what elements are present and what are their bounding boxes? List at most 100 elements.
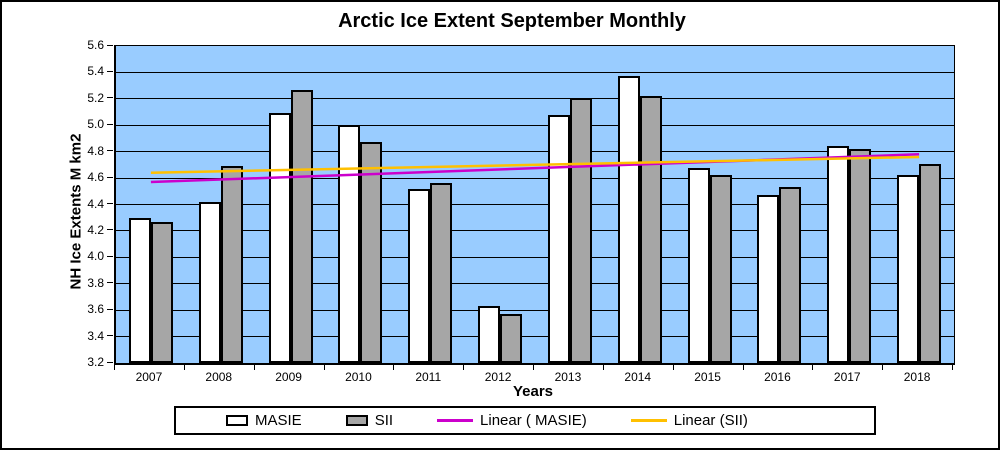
legend-swatch-line-icon xyxy=(630,419,667,422)
legend-label: SII xyxy=(374,412,394,429)
y-tick-mark-3.2 xyxy=(107,361,113,363)
y-tick-mark-5.6 xyxy=(107,44,113,46)
y-tick-mark-5.2 xyxy=(107,97,113,99)
x-category-label-2015: 2015 xyxy=(694,370,721,384)
y-tick-label-4.6: 4.6 xyxy=(87,170,104,185)
x-category-label-2011: 2011 xyxy=(415,370,442,384)
bar-masie-2015 xyxy=(687,167,710,363)
y-tick-mark-5.0 xyxy=(107,123,113,125)
bar-sii-2018 xyxy=(919,163,942,363)
bar-masie-2011 xyxy=(408,188,431,363)
y-tick-label-5.6: 5.6 xyxy=(87,38,104,52)
y-tick-mark-4.4 xyxy=(107,203,113,204)
x-tick-mark-7 xyxy=(602,364,604,370)
y-tick-label-4.4: 4.4 xyxy=(87,196,104,211)
x-category-label-2017: 2017 xyxy=(833,370,861,384)
y-tick-mark-3.4 xyxy=(107,335,113,337)
bar-sii-2016 xyxy=(779,187,802,363)
legend-swatch-line-icon xyxy=(437,419,474,422)
x-tick-mark-5 xyxy=(463,364,465,370)
bar-sii-2010 xyxy=(360,142,383,363)
legend-swatch-box-icon xyxy=(226,415,248,426)
x-tick-mark-2 xyxy=(253,364,255,370)
legend-entry-linear-masie-: Linear ( MASIE) xyxy=(437,412,587,429)
plot-area xyxy=(114,45,955,365)
x-axis-title: Years xyxy=(512,383,554,400)
bar-masie-2007 xyxy=(128,217,151,363)
bar-masie-2009 xyxy=(268,113,291,363)
bar-sii-2017 xyxy=(849,149,872,363)
legend-box: MASIE SII Linear ( MASIE) Linear (SII) xyxy=(174,406,876,435)
x-tick-mark-3 xyxy=(323,364,325,370)
x-category-label-2009: 2009 xyxy=(275,370,302,384)
bar-masie-2018 xyxy=(897,175,920,363)
bar-masie-2016 xyxy=(757,195,780,363)
gridline-5.4 xyxy=(116,71,954,73)
x-tick-mark-1 xyxy=(183,364,185,370)
gridline-3.8 xyxy=(116,283,954,285)
y-tick-label-3.4: 3.4 xyxy=(87,328,104,343)
gridline-4.2 xyxy=(116,230,954,232)
legend-entry-sii: SII xyxy=(345,412,394,429)
bar-masie-2012 xyxy=(478,306,501,363)
bar-sii-2015 xyxy=(709,175,732,363)
y-tick-label-5.2: 5.2 xyxy=(87,90,104,105)
bar-masie-2010 xyxy=(338,125,361,363)
x-tick-mark-6 xyxy=(533,364,534,370)
y-tick-label-5.0: 5.0 xyxy=(87,117,104,132)
bar-sii-2011 xyxy=(430,183,453,363)
y-tick-mark-4.2 xyxy=(107,229,113,231)
gridline-3.4 xyxy=(116,336,954,338)
bar-masie-2017 xyxy=(827,146,850,363)
legend-label: MASIE xyxy=(255,412,302,429)
bar-masie-2014 xyxy=(617,76,640,363)
bar-masie-2008 xyxy=(198,201,221,363)
bar-masie-2013 xyxy=(547,114,570,363)
y-tick-label-4.0: 4.0 xyxy=(87,249,104,264)
bar-sii-2007 xyxy=(150,221,173,363)
x-category-label-2016: 2016 xyxy=(764,370,791,384)
y-tick-label-4.2: 4.2 xyxy=(87,222,104,237)
x-tick-mark-0 xyxy=(114,364,115,370)
y-tick-label-4.8: 4.8 xyxy=(87,143,104,158)
y-tick-mark-4.8 xyxy=(107,150,113,152)
x-tick-mark-12 xyxy=(952,364,953,370)
gridline-4.0 xyxy=(116,256,954,258)
legend-entry-masie: MASIE xyxy=(226,412,302,429)
y-tick-label-5.4: 5.4 xyxy=(87,64,104,79)
y-tick-mark-4.0 xyxy=(107,255,113,257)
bar-sii-2009 xyxy=(290,89,313,363)
x-category-label-2012: 2012 xyxy=(484,370,512,384)
y-tick-label-3.8: 3.8 xyxy=(87,275,104,290)
x-tick-mark-4 xyxy=(393,364,395,370)
x-category-label-2008: 2008 xyxy=(205,370,233,384)
legend-swatch-box-icon xyxy=(345,415,368,426)
x-tick-mark-8 xyxy=(672,364,674,370)
x-category-label-2018: 2018 xyxy=(903,370,931,384)
gridline-5.0 xyxy=(116,124,954,126)
gridline-4.6 xyxy=(116,177,954,179)
y-tick-mark-5.4 xyxy=(107,70,113,72)
x-tick-mark-10 xyxy=(812,364,814,370)
x-tick-mark-11 xyxy=(882,364,884,370)
bar-sii-2012 xyxy=(500,314,523,363)
legend-entry-linear-sii-: Linear (SII) xyxy=(630,412,748,429)
legend-label: Linear (SII) xyxy=(673,412,748,429)
trendline-linear-sii- xyxy=(150,155,920,175)
gridline-4.8 xyxy=(116,151,954,153)
chart-title: Arctic Ice Extent September Monthly xyxy=(338,10,686,32)
gridline-5.2 xyxy=(116,98,954,100)
bar-sii-2008 xyxy=(220,166,243,363)
trendlines-layer xyxy=(150,153,920,184)
x-category-label-2007: 2007 xyxy=(135,370,163,384)
x-category-label-2014: 2014 xyxy=(624,370,652,384)
x-tick-mark-9 xyxy=(742,364,744,370)
y-tick-mark-3.6 xyxy=(107,308,113,310)
y-tick-label-3.6: 3.6 xyxy=(87,302,104,317)
legend-label: Linear ( MASIE) xyxy=(480,412,587,429)
gridline-4.4 xyxy=(116,204,954,205)
y-tick-label-3.2: 3.2 xyxy=(87,355,104,369)
gridline-3.6 xyxy=(116,309,954,311)
x-category-label-2013: 2013 xyxy=(554,370,582,384)
